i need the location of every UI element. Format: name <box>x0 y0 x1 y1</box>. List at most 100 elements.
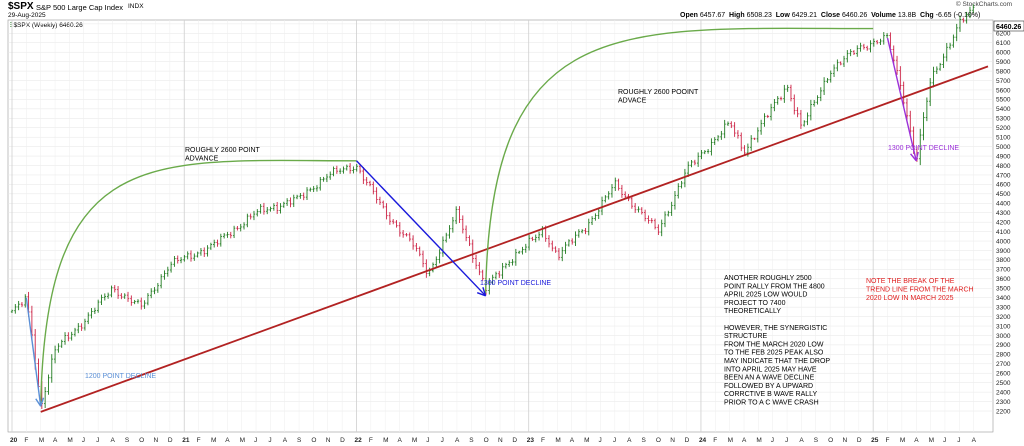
price-bar <box>557 248 561 261</box>
price-bar <box>856 45 859 57</box>
price-bar <box>723 119 726 139</box>
y-tick-label: 3600 <box>996 276 1011 283</box>
price-bar <box>965 11 968 24</box>
price-bar <box>740 132 743 152</box>
annotation-line: 1300 POINT DECLINE <box>480 280 551 287</box>
x-tick-label: S <box>469 437 474 444</box>
annotation-line: ANOTHER ROUGHLY 2500 <box>724 275 812 282</box>
price-bar <box>657 224 660 236</box>
trendline-from-march-2020-low <box>40 65 989 413</box>
price-bar <box>96 299 100 313</box>
y-tick-label: 2900 <box>996 342 1011 349</box>
price-bar <box>47 374 50 395</box>
price-bar <box>759 119 763 135</box>
price-bar <box>869 40 872 53</box>
price-bar <box>670 201 673 216</box>
price-bar <box>952 34 955 48</box>
price-bar <box>209 242 213 250</box>
price-bar <box>70 331 73 341</box>
y-tick-label: 4400 <box>996 201 1011 208</box>
price-bar <box>63 332 67 345</box>
price-bar <box>299 193 302 199</box>
price-bar <box>567 239 571 247</box>
price-bar <box>322 176 325 182</box>
x-tick-label: A <box>225 437 230 444</box>
x-axis: 20 F M A M J J A S O N D 21 F M A M J J A S O N D 22 F M A M J J A S O N D 2… <box>10 437 977 444</box>
x-tick-label: 21 <box>182 437 190 444</box>
y-tick-label: 2300 <box>996 399 1011 406</box>
annotation-line: MAY INDICATE THAT THE DROP <box>724 358 830 365</box>
price-bar <box>279 203 282 214</box>
x-tick-label: A <box>742 437 747 444</box>
price-bar <box>150 288 153 299</box>
price-bar <box>222 233 226 239</box>
price-bar <box>196 251 199 258</box>
price-bar <box>895 55 899 75</box>
price-bar <box>246 213 249 228</box>
price-bars <box>10 4 975 409</box>
price-bar <box>580 229 584 234</box>
chart-date: 29-Aug-2025 <box>8 12 46 19</box>
price-bar <box>839 61 842 66</box>
price-bar <box>942 53 945 69</box>
y-tick-label: 4000 <box>996 238 1011 245</box>
price-bar <box>169 261 173 273</box>
x-tick-label: J <box>785 437 788 444</box>
price-bar <box>753 137 756 140</box>
price-bar <box>584 228 587 235</box>
x-tick-label: J <box>254 437 257 444</box>
price-bar <box>690 160 693 168</box>
price-bar <box>872 38 876 47</box>
price-bar <box>730 121 733 129</box>
price-bar <box>418 246 421 257</box>
price-bar <box>696 152 700 167</box>
price-bar <box>604 195 607 203</box>
x-tick-label: F <box>713 437 717 444</box>
y-tick-label: 4500 <box>996 191 1011 198</box>
price-bar <box>660 219 663 237</box>
price-bar <box>922 112 925 141</box>
y-tick-label: 4200 <box>996 219 1011 226</box>
x-tick-label: O <box>656 437 661 444</box>
price-bar <box>173 255 176 267</box>
x-tick-label: N <box>154 437 159 444</box>
price-bar <box>216 239 219 247</box>
trendline-break-note: NOTE THE BREAK OF THE TREND LINE FROM THE… <box>866 278 974 302</box>
price-bar <box>909 110 912 137</box>
y-tick-label: 4600 <box>996 182 1011 189</box>
ohlc-readout: Open 6457.67 High 6508.23 Low 6429.21 Cl… <box>680 12 980 19</box>
price-bar <box>806 112 809 126</box>
price-bar <box>763 113 766 127</box>
advance-arc-2 <box>484 27 874 293</box>
annotation-line: PROJECT TO 7400 <box>724 300 786 307</box>
x-tick-label: S <box>125 437 130 444</box>
price-bar <box>126 291 130 302</box>
x-tick-label: A <box>398 437 403 444</box>
price-bar <box>474 254 478 270</box>
x-tick-label: J <box>957 437 960 444</box>
x-tick-label: N <box>670 437 675 444</box>
price-bar <box>464 225 468 242</box>
price-bar <box>159 274 163 289</box>
price-bar <box>292 194 295 208</box>
arrow-head <box>35 398 42 407</box>
annotation-line: POINT RALLY FROM THE 4800 <box>724 283 825 290</box>
annotation-line: CORRCTIVE B WAVE RALLY <box>724 391 818 398</box>
price-bar <box>769 103 773 121</box>
x-tick-label: 23 <box>527 437 535 444</box>
index-name: S&P 500 Large Cap Index <box>36 3 124 12</box>
volume-value: 13.8B <box>897 12 917 19</box>
price-bar <box>355 164 358 172</box>
x-tick-label: 22 <box>354 437 362 444</box>
price-bar <box>809 99 813 121</box>
annotation-line: 1300 POINT DECLINE <box>888 145 959 152</box>
annotation-line: ADVANCE <box>185 156 219 163</box>
price-bar <box>789 84 793 102</box>
price-bar <box>266 206 269 215</box>
price-bar <box>405 233 408 237</box>
x-tick-label: A <box>53 437 58 444</box>
annotation-line: NOTE THE BREAK OF THE <box>866 278 955 285</box>
price-bar <box>53 345 57 364</box>
price-bar <box>687 161 690 177</box>
x-tick-label: N <box>842 437 847 444</box>
